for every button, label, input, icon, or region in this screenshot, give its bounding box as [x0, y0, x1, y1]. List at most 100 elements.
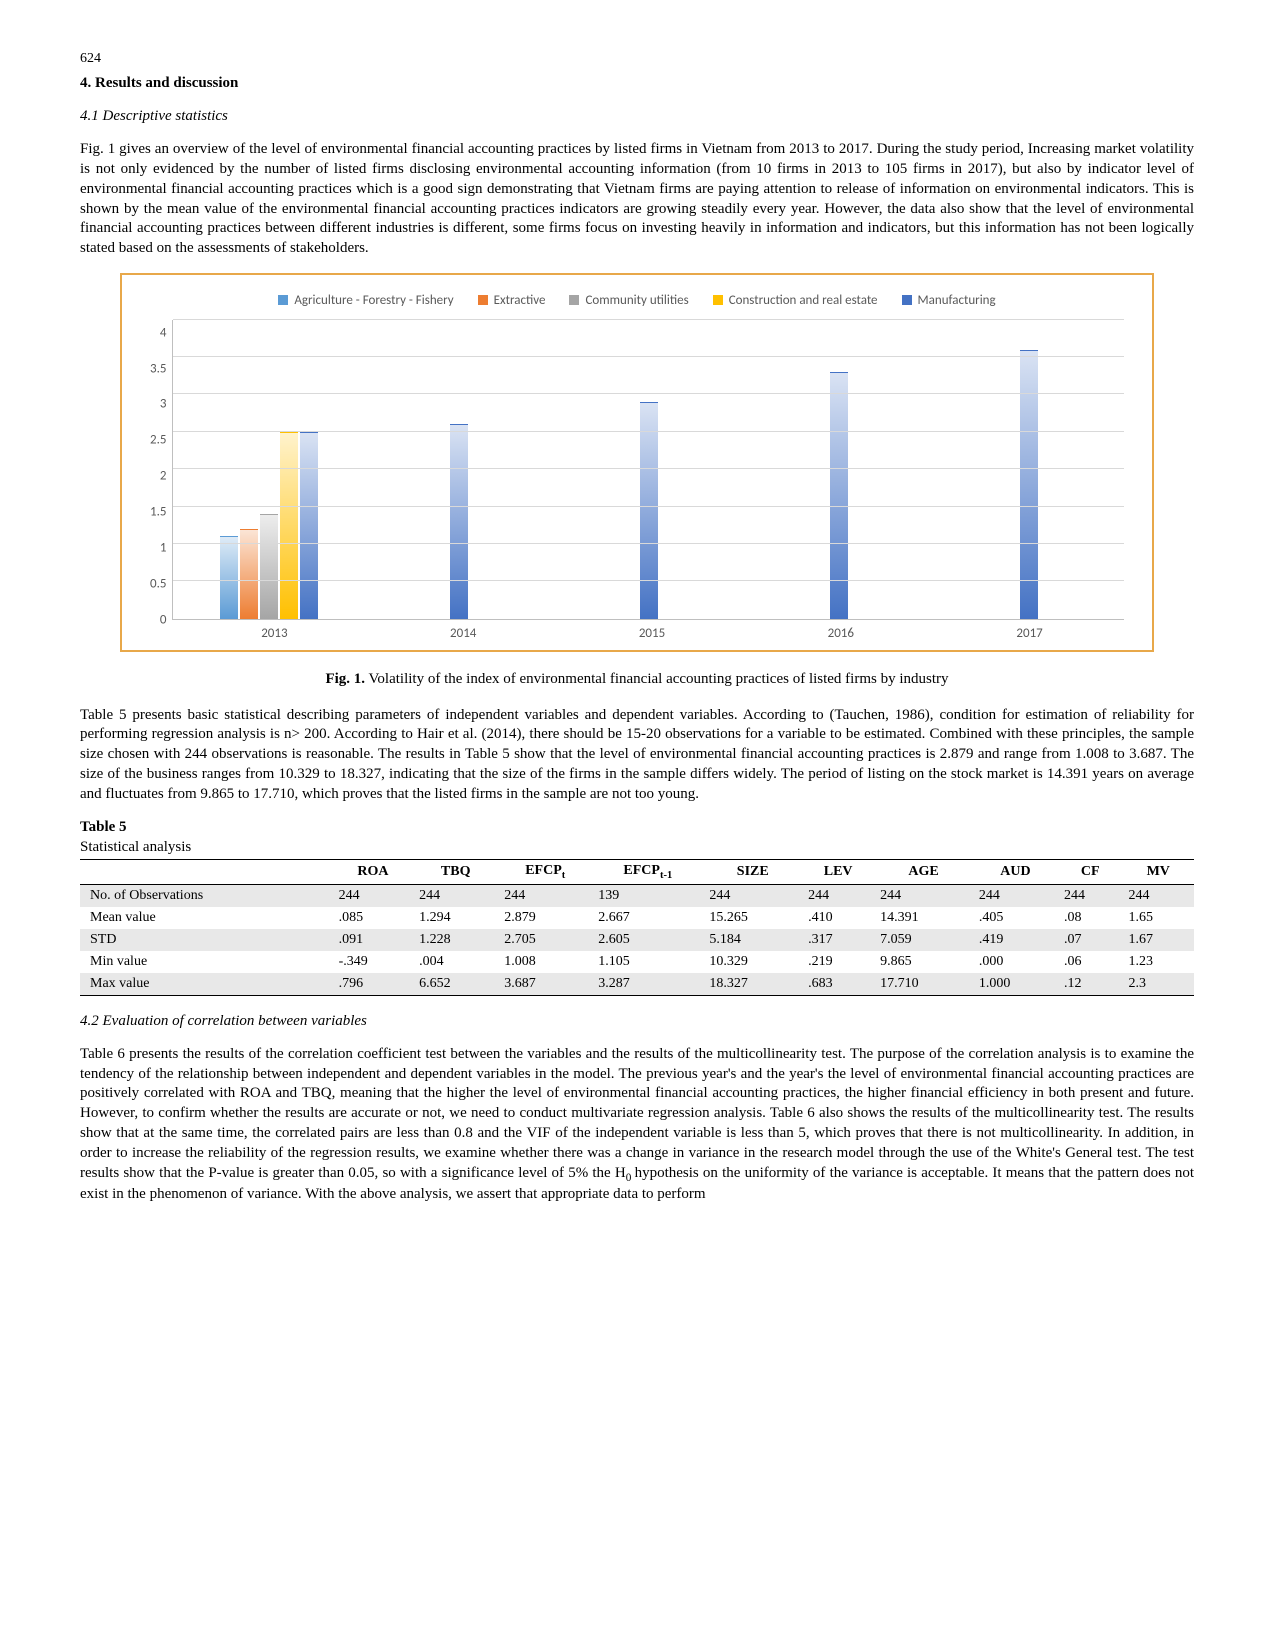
page-number: 624: [80, 50, 1194, 68]
bar-group: [934, 320, 1124, 619]
x-tick-label: 2016: [746, 620, 935, 643]
bar-group: [364, 320, 554, 619]
x-tick-label: 2013: [180, 620, 369, 643]
table-cell: 1.008: [498, 951, 592, 973]
legend-swatch: [478, 295, 488, 305]
h0-subscript: 0: [626, 1172, 635, 1184]
table-cell: 1.000: [973, 973, 1058, 995]
legend-item: Community utilities: [569, 293, 688, 310]
chart-bar: [1020, 350, 1038, 619]
table-cell: .004: [413, 951, 498, 973]
table-cell: 18.327: [703, 973, 802, 995]
legend-item: Construction and real estate: [713, 293, 878, 310]
chart-bar: [260, 514, 278, 619]
table-cell: 5.184: [703, 929, 802, 951]
table-5-block: Table 5 Statistical analysis ROATBQEFCPt…: [80, 818, 1194, 995]
table-cell: 15.265: [703, 907, 802, 929]
chart-x-axis: 20132014201520162017: [150, 620, 1124, 643]
y-tick-label: 2: [160, 470, 167, 483]
chart-bar: [830, 372, 848, 619]
table-cell: 3.687: [498, 973, 592, 995]
table-header-cell: [80, 859, 333, 884]
figure-1-caption: Fig. 1. Volatility of the index of envir…: [80, 670, 1194, 689]
table-row: Max value.7966.6523.6873.28718.327.68317…: [80, 973, 1194, 995]
paragraph-3-a: Table 6 presents the results of the corr…: [80, 1046, 1194, 1181]
y-tick-label: 1: [160, 541, 167, 554]
table-cell: .091: [333, 929, 414, 951]
table-cell: 1.65: [1123, 907, 1194, 929]
table-cell: 244: [1123, 885, 1194, 907]
table-cell: 1.105: [592, 951, 703, 973]
chart-bar: [450, 424, 468, 618]
chart-plot: [172, 320, 1124, 620]
bar-group: [554, 320, 744, 619]
table-cell: .000: [973, 951, 1058, 973]
table-cell: .796: [333, 973, 414, 995]
table-cell: -.349: [333, 951, 414, 973]
y-tick-label: 1.5: [150, 506, 166, 519]
table-cell: .419: [973, 929, 1058, 951]
table-cell: 244: [973, 885, 1058, 907]
table-cell: 1.67: [1123, 929, 1194, 951]
table-cell: 14.391: [874, 907, 973, 929]
table-cell: .12: [1058, 973, 1123, 995]
table-cell: .06: [1058, 951, 1123, 973]
y-tick-label: 0.5: [150, 577, 166, 590]
table-header-cell: EFCPt: [498, 859, 592, 884]
legend-swatch: [902, 295, 912, 305]
section-4-1-heading: 4.1 Descriptive statistics: [80, 107, 1194, 126]
paragraph-2: Table 5 presents basic statistical descr…: [80, 706, 1194, 805]
gridline: [173, 543, 1124, 544]
table-cell: 244: [802, 885, 874, 907]
gridline: [173, 506, 1124, 507]
table-cell: 2.705: [498, 929, 592, 951]
table-cell: 2.605: [592, 929, 703, 951]
table-cell: No. of Observations: [80, 885, 333, 907]
table-cell: 17.710: [874, 973, 973, 995]
y-tick-label: 3: [160, 398, 167, 411]
gridline: [173, 468, 1124, 469]
table-header-cell: ROA: [333, 859, 414, 884]
gridline: [173, 580, 1124, 581]
table-cell: 10.329: [703, 951, 802, 973]
table-cell: 244: [413, 885, 498, 907]
chart-plot-area: 43.532.521.510.50: [150, 320, 1124, 620]
table-cell: .085: [333, 907, 414, 929]
table-5: ROATBQEFCPtEFCPt-1SIZELEVAGEAUDCFMVNo. o…: [80, 859, 1194, 996]
table-cell: .08: [1058, 907, 1123, 929]
table-5-label: Table 5: [80, 818, 1194, 837]
bar-group: [173, 320, 363, 619]
x-tick-label: 2014: [369, 620, 558, 643]
table-row: Mean value.0851.2942.8792.66715.265.4101…: [80, 907, 1194, 929]
table-cell: .219: [802, 951, 874, 973]
table-cell: 9.865: [874, 951, 973, 973]
table-header-cell: SIZE: [703, 859, 802, 884]
chart-y-axis: 43.532.521.510.50: [150, 320, 172, 620]
paragraph-1: Fig. 1 gives an overview of the level of…: [80, 140, 1194, 259]
figure-1-caption-label: Fig. 1.: [325, 671, 365, 687]
x-tick-label: 2017: [935, 620, 1124, 643]
table-row: STD.0911.2282.7052.6055.184.3177.059.419…: [80, 929, 1194, 951]
gridline: [173, 319, 1124, 320]
table-cell: .410: [802, 907, 874, 929]
table-cell: Mean value: [80, 907, 333, 929]
chart-bar: [300, 432, 318, 619]
table-header-cell: MV: [1123, 859, 1194, 884]
section-4-2-heading: 4.2 Evaluation of correlation between va…: [80, 1012, 1194, 1031]
table-cell: STD: [80, 929, 333, 951]
table-cell: 244: [333, 885, 414, 907]
table-cell: 244: [874, 885, 973, 907]
table-header-cell: EFCPt-1: [592, 859, 703, 884]
y-tick-label: 3.5: [150, 362, 166, 375]
table-cell: .405: [973, 907, 1058, 929]
y-tick-label: 2.5: [150, 434, 166, 447]
table-row: Min value-.349.0041.0081.10510.329.2199.…: [80, 951, 1194, 973]
table-cell: Max value: [80, 973, 333, 995]
table-cell: 139: [592, 885, 703, 907]
table-cell: 1.294: [413, 907, 498, 929]
legend-swatch: [569, 295, 579, 305]
table-cell: 244: [1058, 885, 1123, 907]
legend-swatch: [278, 295, 288, 305]
legend-item: Agriculture - Forestry - Fishery: [278, 293, 453, 310]
table-header-cell: LEV: [802, 859, 874, 884]
